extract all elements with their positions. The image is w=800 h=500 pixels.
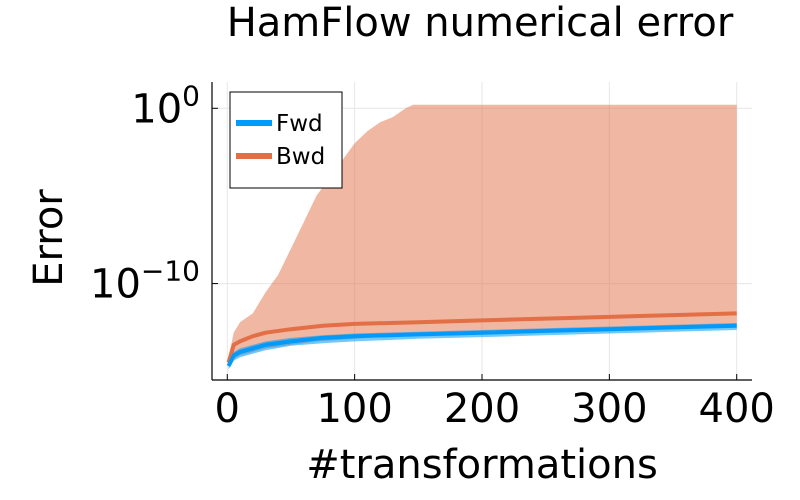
x-ticks: 0 100 200 300 400 — [215, 374, 775, 432]
x-tick-label: 300 — [571, 386, 647, 432]
x-tick-label: 0 — [215, 386, 240, 432]
legend: Fwd Bwd — [229, 91, 343, 189]
series-lines — [226, 311, 737, 367]
y-tick-label: 100 — [131, 79, 200, 132]
band-bwd — [228, 104, 737, 368]
legend-label-fwd: Fwd — [276, 111, 323, 137]
y-ticks: 100 10−10 — [90, 79, 218, 308]
x-tick-label: 400 — [699, 386, 775, 432]
y-tick-label: 10−10 — [90, 255, 200, 308]
x-tick-label: 100 — [316, 386, 392, 432]
legend-box — [229, 91, 343, 189]
x-axis-label: #transformations — [306, 442, 658, 488]
legend-label-bwd: Bwd — [276, 144, 325, 170]
y-axis-label: Error — [26, 189, 72, 287]
chart-title: HamFlow numerical error — [227, 0, 734, 46]
line-fwd — [226, 323, 737, 367]
x-tick-label: 200 — [444, 386, 520, 432]
line-bwd — [226, 311, 737, 364]
